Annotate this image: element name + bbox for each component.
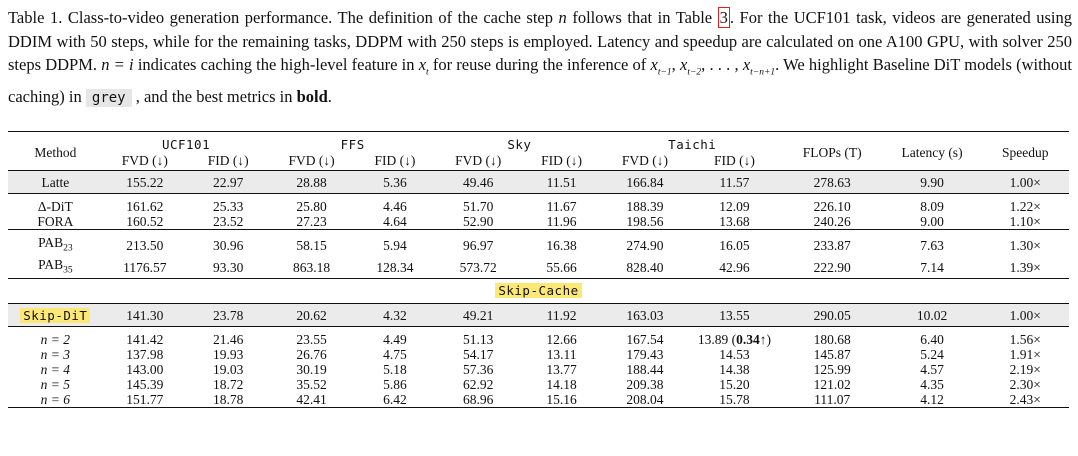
results-table: Method UCF101 FFS Sky Taichi FLOPs (T) L…: [8, 131, 1069, 409]
table-row-n5: n = 5 145.39 18.72 35.52 5.86 62.92 14.1…: [40, 377, 1041, 393]
header-row-metrics: FVD (↓) FID (↓) FVD (↓) FID (↓) FVD (↓) …: [8, 152, 1069, 171]
speedup-header: Speedup: [981, 131, 1069, 171]
flops-header: FLOPs (T): [781, 131, 883, 171]
group-header-ucf101: UCF101: [102, 131, 270, 152]
table-row-pab35: PAB35 1176.57 93.30 863.18 128.34 573.72…: [38, 256, 1041, 276]
header-row-groups: Method UCF101 FFS Sky Taichi FLOPs (T) L…: [8, 131, 1069, 171]
caption-label: Table 1.: [8, 8, 63, 27]
table-row-delta-dit: Δ-DiT 161.62 25.33 25.80 4.46 51.70 11.6…: [37, 199, 1041, 214]
latency-header: Latency (s): [882, 131, 982, 171]
section-row-skip-cache: Skip-Cache: [8, 278, 1069, 304]
table-reference-link[interactable]: 3: [717, 7, 730, 28]
table-row-latte: Latte 155.22 22.97 28.88 5.36 49.46 11.5…: [8, 170, 1069, 194]
fid-header: FID (↓): [541, 153, 583, 168]
method-header: Method: [8, 131, 103, 171]
table-row-n3: n = 3 137.98 19.93 26.76 4.75 54.17 13.1…: [40, 347, 1041, 363]
table-row-n4: n = 4 143.00 19.03 30.19 5.18 57.36 13.7…: [40, 362, 1041, 378]
fid-header: FID (↓): [207, 153, 249, 168]
section-label: Skip-Cache: [495, 283, 582, 299]
table-row-fora: FORA 160.52 23.52 27.23 4.64 52.90 11.96…: [37, 214, 1041, 229]
table-row-n6: n = 6 151.77 18.78 42.41 6.42 68.96 15.1…: [8, 392, 1069, 409]
group-header-sky: Sky: [436, 131, 603, 152]
table-row-skip-dit: Skip-DiT 141.30 23.78 20.62 4.32 49.21 1…: [8, 303, 1069, 327]
group-header-taichi: Taichi: [602, 131, 782, 152]
table-caption: Table 1. Class-to-video generation perfo…: [8, 7, 1073, 107]
fvd-header: FVD (↓): [121, 153, 168, 168]
fid-header: FID (↓): [714, 153, 755, 168]
grey-highlight-chip: grey: [85, 88, 132, 107]
group-header-ffs: FFS: [269, 131, 437, 152]
fvd-header: FVD (↓): [455, 153, 502, 168]
table-row-pab23: PAB23 213.50 30.96 58.15 5.94 96.97 16.3…: [38, 235, 1041, 254]
fvd-header: FVD (↓): [621, 153, 668, 168]
table-row-n2: n = 2 141.42 21.46 23.55 4.49 51.13 12.6…: [40, 332, 1041, 348]
fvd-header: FVD (↓): [288, 153, 335, 168]
fid-header: FID (↓): [374, 153, 416, 168]
